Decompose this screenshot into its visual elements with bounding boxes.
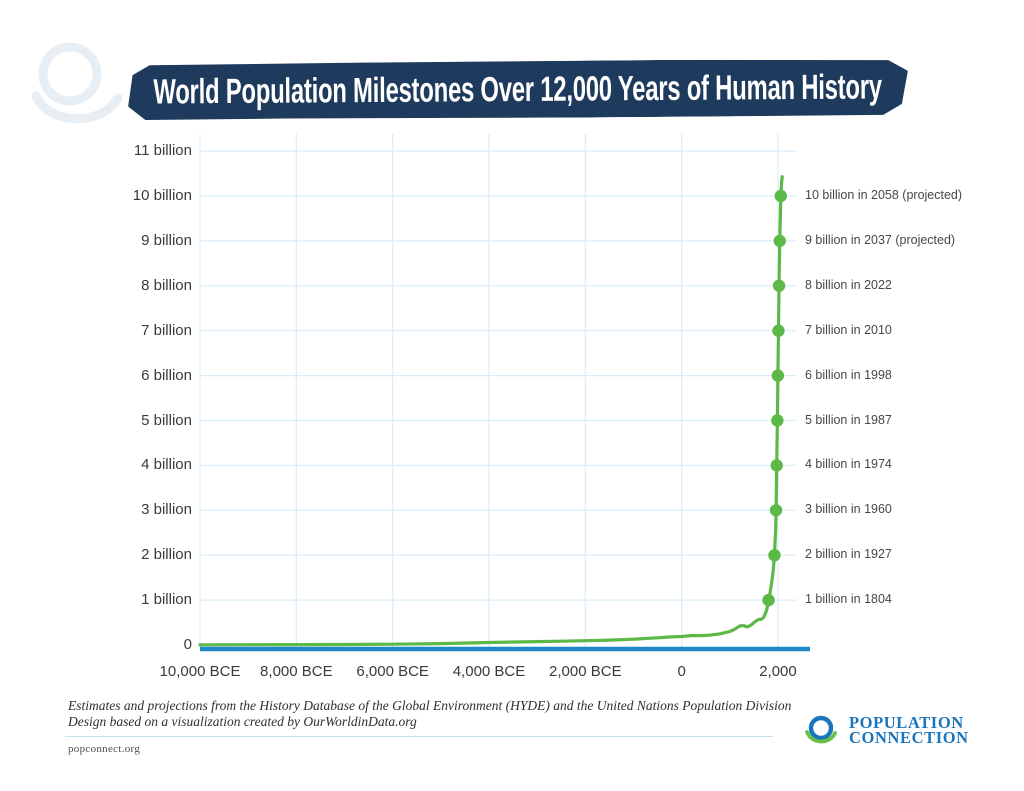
milestone-dot [772,324,785,337]
y-axis-label: 8 billion [141,276,192,294]
milestone-dot [771,414,784,427]
milestone-dot [768,549,781,562]
milestone-label: 10 billion in 2058 (projected) [805,188,963,202]
x-axis-label: 0 [677,663,686,680]
population-connection-wordmark: POPULATION CONNECTION [849,712,969,747]
y-axis-label: 0 [183,636,192,653]
logo-word-population: POPULATION [849,712,964,732]
milestone-label: 7 billion in 2010 [805,322,892,337]
milestone-label: 3 billion in 1960 [805,502,892,517]
x-axis-label: 10,000 BCE [159,663,241,680]
milestone-label: 6 billion in 1998 [805,367,892,382]
y-axis-label: 7 billion [141,321,192,339]
y-axis-label: 1 billion [141,591,192,609]
y-axis-label: 2 billion [141,546,192,564]
page-title: World Population Milestones Over 12,000 … [153,66,883,112]
logo-word-connection: CONNECTION [849,728,969,747]
y-axis-label: 11 billion [133,142,192,160]
x-axis-label: 2,000 [759,663,797,680]
milestone-label: 1 billion in 1804 [805,592,892,607]
source-attribution-line1: Estimates and projections from the Histo… [68,698,792,713]
milestone-label: 4 billion in 1974 [805,457,892,472]
milestone-dot [774,189,787,203]
y-axis-label: 4 billion [141,456,192,474]
watermark-population-connection-icon [31,42,123,124]
y-axis-label: 5 billion [141,411,192,429]
population-connection-logo-icon [805,715,837,744]
x-axis-label: 6,000 BCE [356,663,429,680]
milestone-label: 5 billion in 1987 [805,412,892,427]
population-connection-logo: POPULATION CONNECTION [805,709,969,751]
milestone-dot [773,234,786,248]
y-axis-label: 6 billion [141,366,192,384]
title-banner: World Population Milestones Over 12,000 … [128,58,908,120]
x-axis-label: 8,000 BCE [260,663,333,680]
milestone-label: 8 billion in 2022 [805,277,892,292]
milestone-dot [771,369,785,382]
website-url: popconnect.org [68,743,141,755]
y-axis-label: 10 billion [132,187,192,204]
y-axis-label: 9 billion [141,231,192,249]
milestone-dot [772,279,786,292]
x-axis-label: 2,000 BCE [549,663,622,680]
milestone-label: 9 billion in 2037 (projected) [805,232,956,247]
milestone-label: 2 billion in 1927 [805,547,892,562]
footer-divider [65,736,773,737]
x-axis-label: 4,000 BCE [452,663,526,680]
milestone-dot [769,504,783,517]
milestone-dot [762,593,775,607]
milestone-dot [770,459,783,472]
y-axis-label: 3 billion [141,501,192,519]
source-attribution-line2: Design based on a visualization created … [68,714,417,729]
population-curve [198,175,784,647]
